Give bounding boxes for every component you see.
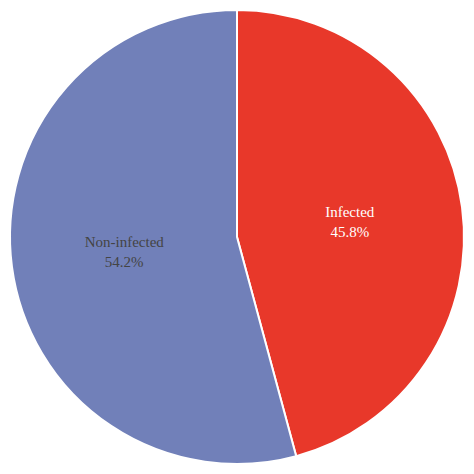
svg-text:Non-infected54.2%: Non-infected54.2% <box>85 234 165 270</box>
svg-text:Infected45.8%: Infected45.8% <box>325 204 375 240</box>
